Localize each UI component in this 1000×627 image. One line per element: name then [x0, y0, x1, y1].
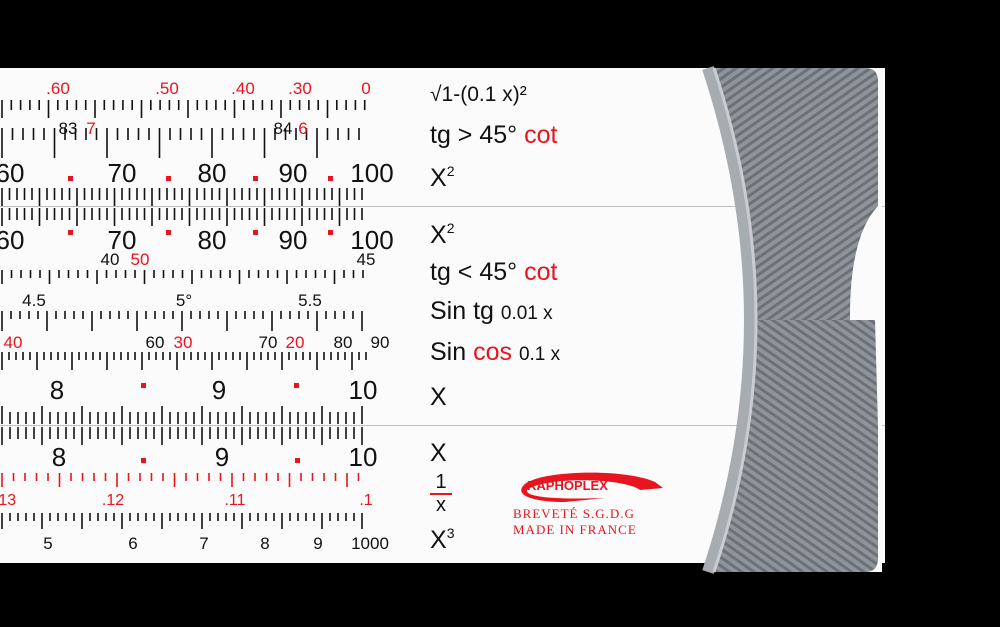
tick-label: 5°: [175, 291, 193, 310]
scale-name-sup: 3: [446, 525, 455, 541]
tick-label: 5.5: [298, 291, 322, 310]
tick-label: 80: [333, 333, 353, 352]
fraction-denominator: x: [430, 493, 452, 515]
tick-label: 40: [3, 333, 23, 352]
tick-label: .40: [231, 79, 255, 98]
scale-name-x2-upper: X2: [430, 163, 455, 192]
slide-top-edge: [0, 206, 885, 207]
tick-label: 60: [0, 225, 25, 255]
tick-label: 70: [258, 333, 278, 352]
index-dot: [328, 230, 333, 235]
tick-label: 9: [313, 534, 323, 553]
tick-label: 10: [348, 375, 378, 405]
tick-label: 8: [260, 534, 270, 553]
slide-bottom-edge: [0, 425, 885, 426]
tick-label: .11: [224, 492, 246, 509]
tick-label: 70: [107, 225, 137, 255]
tick-label: 8: [51, 442, 67, 472]
scale-name-part: Sin tg: [430, 297, 494, 325]
scale-name-sup: 2: [446, 163, 455, 179]
scale-name-sup: 2: [446, 220, 455, 236]
tick-label: 100: [350, 225, 394, 255]
logo-swoosh-icon: [521, 472, 663, 502]
tick-label: 20: [285, 333, 305, 352]
tick-label: .1: [359, 492, 373, 509]
index-dot: [253, 230, 258, 235]
tick-label: .50: [155, 79, 179, 98]
scale-name-x2-lower: X2: [430, 220, 455, 249]
scale-name-sqrt: √1-(0.1 x)²: [430, 83, 527, 106]
tick-label: 70: [107, 158, 137, 188]
tick-label: 80: [197, 225, 227, 255]
tick-label: .30: [288, 79, 312, 98]
scale-name-x-stator: X: [430, 439, 447, 467]
raphoplex-logo: RAPHOPLEX BREVETÉ S.G.D.G MADE IN FRANCE: [505, 468, 670, 543]
scale-name-sin-cos: Sin cos 0.1 x: [430, 340, 560, 365]
tick-label: 1000: [351, 534, 389, 553]
scale-name-part: Sin: [430, 338, 467, 366]
tick-label: 60: [0, 158, 25, 188]
index-dot: [166, 176, 171, 181]
index-dot: [68, 176, 73, 181]
tick-label: 9: [211, 375, 227, 405]
tick-label: 90: [278, 158, 308, 188]
tick-label: 0: [361, 79, 371, 98]
scale-name-x3: X3: [430, 525, 455, 554]
tick-label: 10: [348, 442, 378, 472]
tick-label: 7: [199, 534, 209, 553]
index-dot: [328, 176, 333, 181]
scale-name-part: X: [430, 164, 447, 192]
tick-label: 50: [130, 250, 150, 269]
tick-label: 8: [49, 375, 65, 405]
scale-name-tg-gt-45: tg > 45° cot: [430, 123, 557, 148]
logo-brand: RAPHOPLEX: [527, 478, 608, 493]
scale-name-part: 0.1 x: [518, 344, 561, 365]
tick-label: 5: [43, 534, 53, 553]
index-dot: [253, 176, 258, 181]
index-dot: [295, 458, 300, 463]
slide-rule-cursor[interactable]: [700, 66, 882, 574]
scale-name-tg-lt-45: tg < 45° cot: [430, 260, 557, 285]
tick-label: .12: [101, 492, 125, 509]
index-dot: [166, 230, 171, 235]
scale-name-sin-tg: Sin tg 0.01 x: [430, 299, 553, 324]
scale-name-part: tg > 45°: [430, 121, 518, 149]
tick-label: 100: [350, 158, 394, 188]
tick-label: 84: [273, 119, 293, 138]
tick-label: .60: [46, 79, 70, 98]
tick-label: 6: [298, 119, 308, 138]
index-dot: [68, 230, 73, 235]
tick-label: 9: [214, 442, 230, 472]
tick-label: 80: [197, 158, 227, 188]
index-dot: [141, 458, 146, 463]
logo-made-in: MADE IN FRANCE: [513, 522, 637, 537]
tick-label: 45: [356, 250, 376, 269]
tick-label: .13: [0, 492, 17, 509]
tick-label: 6: [128, 534, 138, 553]
scale-name-part: X: [430, 526, 447, 554]
tick-label: 60: [145, 333, 165, 352]
tick-label: 7: [86, 119, 96, 138]
fraction-numerator: 1: [435, 471, 447, 493]
tick-label: 90: [370, 333, 390, 352]
tick-label: 90: [278, 225, 308, 255]
tick-label: 83: [58, 119, 78, 138]
index-dot: [141, 383, 146, 388]
index-dot: [294, 383, 299, 388]
scale-name-part: cos: [473, 338, 512, 366]
logo-patent: BREVETÉ S.G.D.G: [513, 506, 635, 521]
scale-name-part: tg < 45°: [430, 258, 518, 286]
scale-name-x-slide: X: [430, 383, 447, 411]
tick-label: 40: [100, 250, 120, 269]
tick-label: 4.5: [22, 291, 46, 310]
scale-name-part: cot: [524, 121, 558, 149]
scale-name-part: cot: [524, 258, 558, 286]
scale-name-part: 0.01 x: [500, 303, 553, 324]
scale-name-reciprocal: 1 x: [430, 472, 452, 515]
tick-label: 30: [173, 333, 193, 352]
scale-name-part: X: [430, 221, 447, 249]
